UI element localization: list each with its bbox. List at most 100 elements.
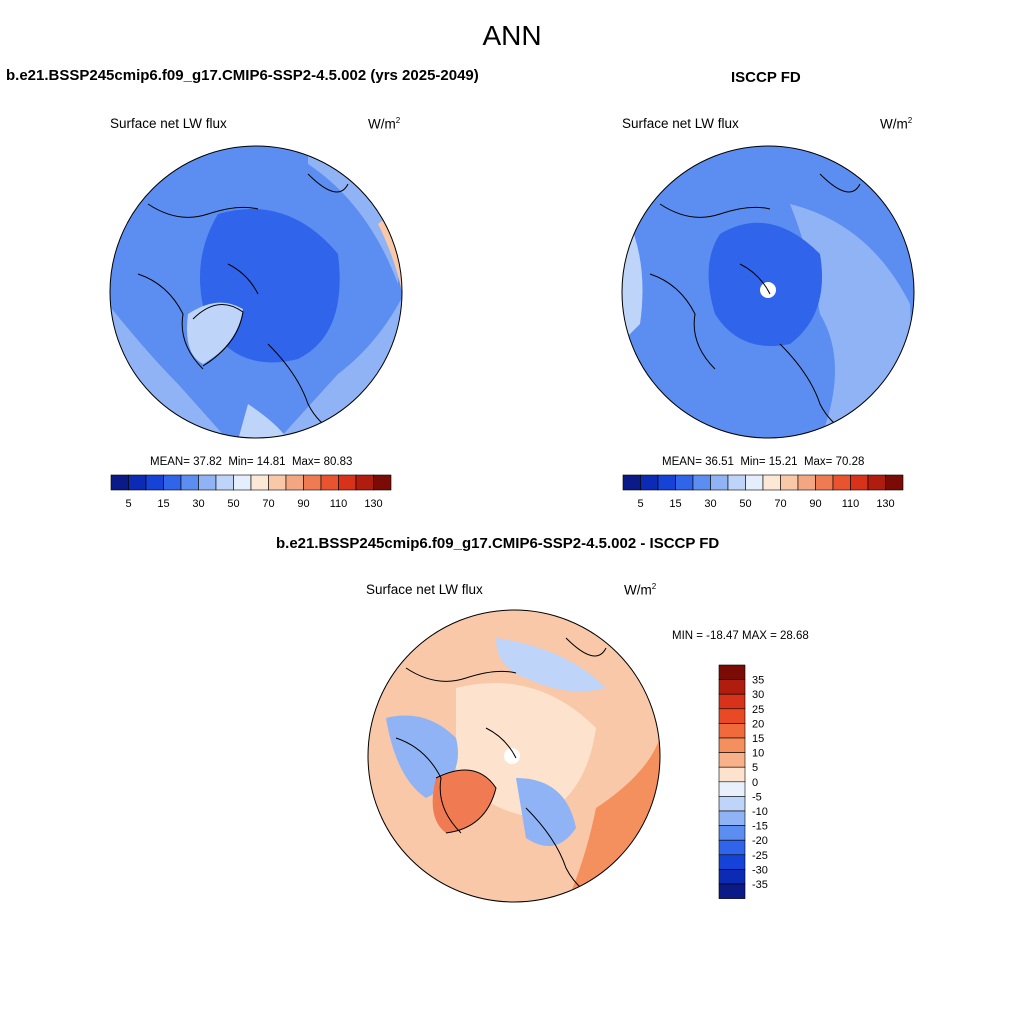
colorbar-label: 15: [669, 498, 681, 510]
colorbar-box: [718, 854, 746, 870]
colorbar-box: [285, 474, 304, 491]
colorbar-label: -30: [752, 864, 768, 876]
panel-2-colorbar: 5 15 30 50 70 90 110 130: [622, 474, 904, 510]
coastline: [137, 173, 349, 435]
colorbar-box: [718, 737, 746, 753]
colorbar-box: [718, 723, 746, 739]
colorbar-box: [338, 474, 357, 491]
colorbar-box: [215, 474, 234, 491]
panel-3-polar-map: [367, 609, 661, 903]
colorbar-box: [718, 752, 746, 768]
colorbar-box: [727, 474, 746, 491]
colorbar-label: -5: [752, 791, 762, 803]
map-region-pale-edge-2: [238, 404, 288, 438]
colorbar-box: [718, 708, 746, 724]
colorbar-box: [233, 474, 252, 491]
colorbar-box: [745, 474, 764, 491]
panel-1-colorbar: 5 15 30 50 70 90 110 130: [110, 474, 392, 510]
colorbar-box: [815, 474, 834, 491]
colorbar-box: [718, 664, 746, 680]
colorbar-label: 70: [774, 498, 786, 510]
colorbar-box: [718, 796, 746, 812]
colorbar-box: [780, 474, 799, 491]
panel-2-polar-map: [621, 145, 915, 439]
colorbar-box: [718, 810, 746, 826]
panel-3-minmax: MIN = -18.47 MAX = 28.68: [672, 630, 809, 642]
colorbar-label: 20: [752, 718, 764, 730]
main-title: ANN: [482, 20, 542, 51]
panel-2-variable: Surface net LW flux: [622, 116, 739, 131]
colorbar-label: 35: [752, 675, 764, 687]
panel-1-units: W/m2: [368, 116, 401, 132]
colorbar-box: [718, 883, 746, 899]
panel-2-units: W/m2: [880, 116, 913, 132]
colorbar-label: 130: [364, 498, 382, 510]
panel-3-units: W/m2: [624, 582, 657, 598]
colorbar-box: [250, 474, 269, 491]
colorbar-box: [718, 781, 746, 797]
colorbar-label: -20: [752, 835, 768, 847]
colorbar-box: [718, 679, 746, 695]
colorbar-label: -15: [752, 821, 768, 833]
panel-2-title: ISCCP FD: [731, 69, 801, 86]
colorbar-label: 15: [157, 498, 169, 510]
colorbar-box: [128, 474, 147, 491]
colorbar-label: 90: [809, 498, 821, 510]
panel-2-stats: MEAN= 36.51 Min= 15.21 Max= 70.28: [662, 456, 865, 468]
colorbar-box: [718, 693, 746, 710]
panel-3-colorbar: 35 30 25 20 15 10 5 0 -5 -10 -15 -20 -25 -30 -35: [718, 664, 768, 899]
colorbar-box: [885, 474, 904, 491]
colorbar-box: [797, 474, 816, 491]
colorbar-label: 5: [637, 498, 643, 510]
colorbar-box: [373, 474, 392, 491]
colorbar-box: [718, 839, 746, 856]
colorbar-box: [268, 474, 287, 491]
map-region-greenland: [187, 302, 243, 364]
colorbar-label: 70: [262, 498, 274, 510]
colorbar-label: 50: [739, 498, 751, 510]
colorbar-label: 90: [297, 498, 309, 510]
colorbar-label: 25: [752, 704, 764, 716]
colorbar-box: [675, 474, 694, 491]
colorbar-box: [180, 474, 199, 491]
map-region-cool-north: [496, 638, 606, 692]
colorbar-label: 30: [192, 498, 204, 510]
colorbar-box: [762, 474, 781, 491]
colorbar-label: 110: [330, 498, 348, 510]
colorbar-label: -25: [752, 850, 768, 862]
colorbar-label: 50: [227, 498, 239, 510]
colorbar-box: [850, 474, 869, 491]
panel-3-variable: Surface net LW flux: [366, 582, 483, 597]
panel-1-polar-map: [109, 145, 403, 439]
colorbar-label: 15: [752, 733, 764, 745]
coastline: [395, 637, 607, 899]
colorbar-box: [198, 474, 217, 491]
colorbar-label: 130: [876, 498, 894, 510]
colorbar-box: [110, 474, 129, 491]
colorbar-box: [622, 474, 641, 491]
map-region-cool-east: [516, 778, 576, 846]
colorbar-box: [718, 869, 746, 885]
colorbar-label: 30: [752, 689, 764, 701]
coastline: [649, 173, 861, 435]
colorbar-box: [355, 474, 374, 491]
colorbar-box: [718, 825, 746, 841]
colorbar-label: -10: [752, 806, 768, 818]
colorbar-label: 0: [752, 777, 758, 789]
polar-missing-data: [504, 748, 520, 764]
colorbar-box: [163, 474, 182, 491]
panel-1-title: b.e21.BSSP245cmip6.f09_g17.CMIP6-SSP2-4.…: [6, 67, 479, 84]
colorbar-box: [303, 474, 322, 491]
colorbar-label: 5: [125, 498, 131, 510]
colorbar-label: -35: [752, 879, 768, 891]
colorbar-box: [320, 474, 339, 491]
colorbar-box: [867, 474, 886, 491]
colorbar-box: [145, 474, 164, 491]
colorbar-box: [718, 766, 746, 783]
panel-1-variable: Surface net LW flux: [110, 116, 227, 131]
colorbar-label: 5: [752, 762, 758, 774]
panel-3-title: b.e21.BSSP245cmip6.f09_g17.CMIP6-SSP2-4.…: [276, 535, 720, 552]
colorbar-box: [657, 474, 676, 491]
colorbar-label: 30: [704, 498, 716, 510]
colorbar-box: [832, 474, 851, 491]
